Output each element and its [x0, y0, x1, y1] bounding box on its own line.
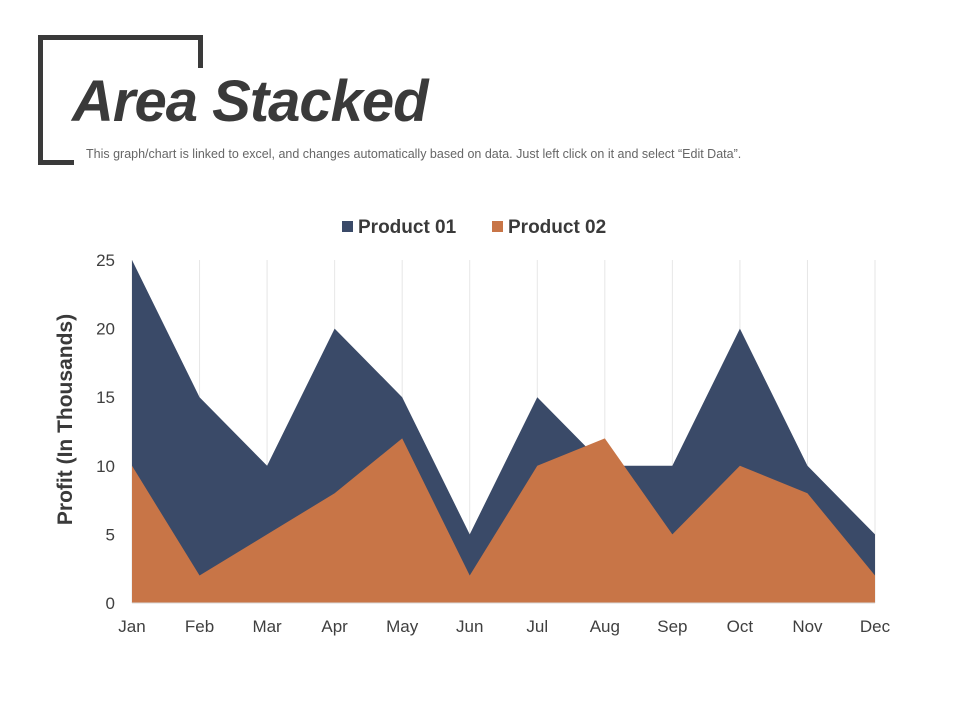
- x-tick-label: Dec: [860, 617, 891, 636]
- y-tick-label: 15: [96, 388, 115, 407]
- x-tick-label: Jul: [526, 617, 548, 636]
- x-tick-label: Sep: [657, 617, 687, 636]
- legend-swatch-product-01: [342, 221, 353, 232]
- y-tick-label: 5: [106, 525, 115, 544]
- y-tick-label: 0: [106, 594, 115, 613]
- legend-label-product-02: Product 02: [508, 217, 606, 238]
- page-subtitle: This graph/chart is linked to excel, and…: [86, 147, 742, 161]
- y-tick-label: 25: [96, 251, 115, 270]
- x-tick-label: Jan: [118, 617, 145, 636]
- x-tick-label: May: [386, 617, 419, 636]
- title-frame: [38, 35, 203, 165]
- legend-label-product-01: Product 01: [358, 217, 457, 238]
- x-tick-label: Aug: [590, 617, 620, 636]
- y-tick-label: 20: [96, 320, 115, 339]
- x-tick-label: Mar: [252, 617, 282, 636]
- y-tick-label: 10: [96, 457, 115, 476]
- x-tick-label: Nov: [792, 617, 823, 636]
- x-tick-label: Jun: [456, 617, 483, 636]
- legend-swatch-product-02: [492, 221, 503, 232]
- y-axis-title: Profit (In Thousands): [54, 314, 77, 525]
- x-tick-label: Apr: [321, 617, 348, 636]
- x-tick-label: Feb: [185, 617, 214, 636]
- page-title: Area Stacked: [72, 68, 432, 135]
- x-tick-label: Oct: [727, 617, 754, 636]
- area-product-02: [132, 438, 875, 603]
